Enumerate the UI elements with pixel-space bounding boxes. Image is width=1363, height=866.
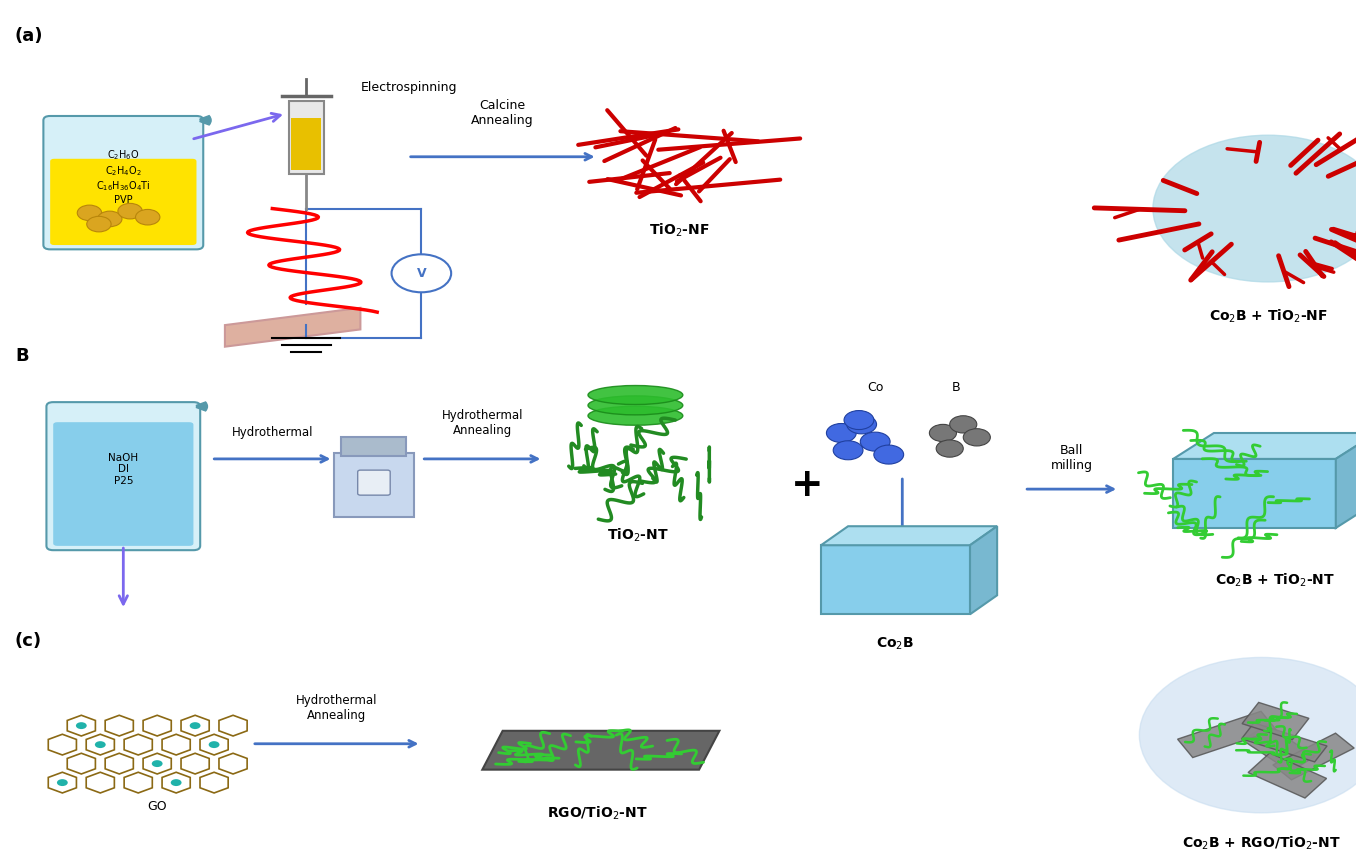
Polygon shape [1273,734,1355,780]
Text: Hydrothermal: Hydrothermal [232,426,313,439]
Text: Co$_2$B: Co$_2$B [876,636,915,652]
Polygon shape [1249,753,1326,798]
Circle shape [846,415,876,434]
Circle shape [826,423,856,443]
Circle shape [209,741,219,748]
Text: B: B [953,381,961,394]
Circle shape [189,722,200,729]
Text: Co: Co [867,381,883,394]
Text: (a): (a) [15,28,44,45]
Text: TiO$_2$-NT: TiO$_2$-NT [608,527,669,544]
Circle shape [1139,657,1363,813]
Text: C$_2$H$_6$O
C$_2$H$_4$O$_2$
C$_{16}$H$_{36}$O$_4$Ti
PVP: C$_2$H$_6$O C$_2$H$_4$O$_2$ C$_{16}$H$_{… [95,148,150,205]
Circle shape [98,211,121,227]
Circle shape [57,779,68,786]
Polygon shape [225,307,360,346]
Circle shape [936,440,964,457]
Text: TiO$_2$-NF: TiO$_2$-NF [649,222,709,239]
Text: GO: GO [147,800,168,813]
Wedge shape [200,116,211,125]
Polygon shape [1243,725,1315,772]
Wedge shape [196,402,207,411]
Text: Hydrothermal
Annealing: Hydrothermal Annealing [296,695,378,722]
Circle shape [844,410,874,430]
Circle shape [95,741,106,748]
FancyBboxPatch shape [357,470,390,495]
Circle shape [1153,135,1363,282]
Ellipse shape [587,385,683,404]
FancyBboxPatch shape [292,118,322,170]
Polygon shape [1174,433,1363,459]
Ellipse shape [587,406,683,425]
Circle shape [833,441,863,460]
Circle shape [170,779,181,786]
FancyBboxPatch shape [50,158,196,245]
Text: Calcine
Annealing: Calcine Annealing [472,99,534,126]
Circle shape [860,432,890,451]
Polygon shape [1336,433,1363,528]
Polygon shape [821,527,998,546]
FancyBboxPatch shape [334,453,414,517]
Ellipse shape [587,396,683,415]
Circle shape [151,760,162,767]
Text: (c): (c) [15,631,42,650]
Circle shape [930,424,957,442]
Circle shape [391,255,451,293]
Text: RGO/TiO$_2$-NT: RGO/TiO$_2$-NT [547,805,647,822]
Polygon shape [1178,711,1276,758]
Circle shape [950,416,977,433]
Text: Co$_2$B + RGO/TiO$_2$-NT: Co$_2$B + RGO/TiO$_2$-NT [1182,835,1341,852]
Text: Co$_2$B + TiO$_2$-NF: Co$_2$B + TiO$_2$-NF [1209,307,1328,326]
Circle shape [76,722,87,729]
Polygon shape [483,731,720,770]
FancyBboxPatch shape [53,423,194,546]
Circle shape [78,205,102,221]
Polygon shape [970,527,998,614]
Text: Co$_2$B + TiO$_2$-NT: Co$_2$B + TiO$_2$-NT [1214,571,1334,589]
Circle shape [874,445,904,464]
Text: B: B [15,346,29,365]
Circle shape [964,429,991,446]
Polygon shape [1242,702,1308,740]
Polygon shape [1242,723,1328,762]
Circle shape [135,210,159,225]
Text: V: V [417,267,427,280]
FancyBboxPatch shape [341,437,406,456]
Text: Ball
milling: Ball milling [1051,444,1093,472]
FancyBboxPatch shape [289,100,324,174]
Text: +: + [791,466,823,504]
Polygon shape [821,546,970,614]
Text: Electrospinning: Electrospinning [360,81,457,94]
FancyBboxPatch shape [46,402,200,550]
FancyBboxPatch shape [44,116,203,249]
Circle shape [87,216,112,232]
Text: Hydrothermal
Annealing: Hydrothermal Annealing [442,410,523,437]
Circle shape [117,204,142,219]
Text: NaOH
DI
P25: NaOH DI P25 [108,453,139,486]
Polygon shape [1174,459,1336,528]
